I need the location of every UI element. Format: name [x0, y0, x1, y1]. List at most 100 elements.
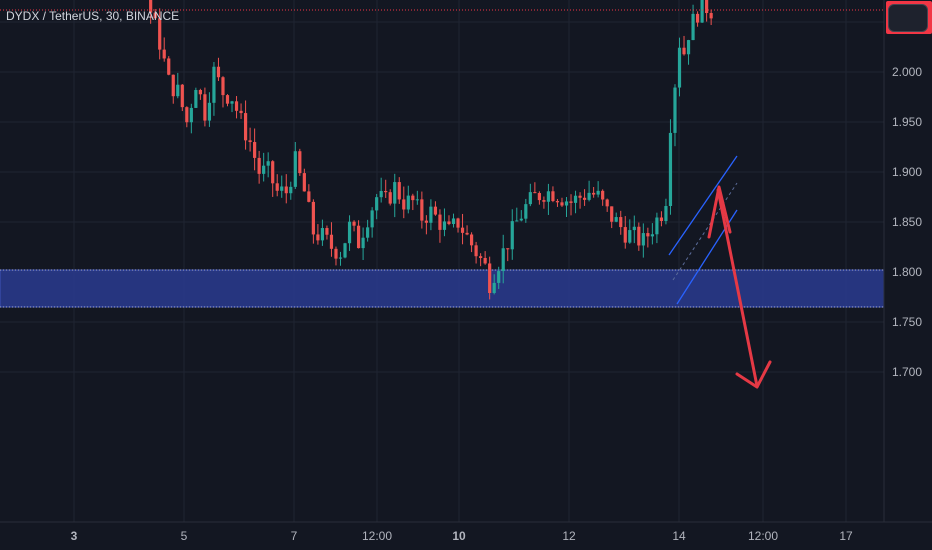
candle-body: [271, 161, 275, 184]
candle: [338, 251, 343, 266]
candle: [528, 183, 532, 207]
candle-body: [280, 186, 284, 191]
candle: [632, 215, 636, 244]
x-tick-label: 14: [672, 529, 686, 543]
candle: [533, 182, 537, 194]
up-arrow: [707, 185, 732, 239]
candle-body: [610, 206, 614, 222]
candle-body: [433, 206, 438, 215]
candle-body: [216, 66, 221, 78]
candle: [465, 225, 469, 236]
candle-body: [289, 186, 293, 194]
candle-body: [700, 0, 704, 23]
candle: [266, 152, 270, 178]
candle-body: [515, 220, 519, 222]
candle-body: [406, 195, 410, 210]
candle: [537, 191, 541, 205]
candle: [248, 127, 252, 152]
candle-body: [582, 197, 587, 200]
candle: [524, 198, 528, 223]
y-tick-label: 1.850: [892, 215, 922, 229]
candle-body: [194, 89, 198, 108]
candle: [614, 212, 618, 223]
candle: [221, 76, 225, 108]
candle: [393, 173, 397, 218]
candle-body: [302, 173, 306, 192]
candle-body: [655, 217, 659, 235]
candle: [316, 224, 320, 245]
candle: [388, 189, 392, 206]
candle: [442, 208, 447, 237]
candle: [479, 253, 483, 267]
candle: [501, 234, 505, 284]
candle: [271, 160, 275, 197]
candle: [262, 152, 266, 182]
candle: [356, 220, 361, 249]
candle: [411, 193, 415, 211]
candle: [167, 56, 171, 76]
candle-body: [293, 151, 297, 187]
candle: [334, 246, 338, 266]
candle: [510, 209, 514, 260]
candle-body: [673, 87, 677, 133]
candle-body: [397, 182, 401, 200]
candle-body: [239, 110, 243, 114]
x-tick-label: 7: [291, 529, 298, 543]
channel-mid-line: [672, 182, 738, 281]
candle: [650, 223, 654, 245]
candle-body: [469, 234, 474, 246]
candle: [149, 0, 153, 24]
down-arrow-head: [735, 360, 772, 389]
candle-body: [370, 210, 374, 228]
candle: [619, 210, 623, 235]
candle: [709, 9, 713, 26]
candle-body: [682, 47, 686, 55]
candle: [311, 199, 315, 244]
candle-body: [275, 183, 279, 191]
candle: [243, 100, 248, 150]
support-zone: [0, 269, 885, 308]
candle-body: [243, 113, 248, 141]
candle-body: [592, 192, 596, 195]
candle-body: [257, 157, 261, 174]
candle-body: [185, 107, 189, 123]
candle-body: [664, 206, 668, 221]
candle-body: [338, 257, 343, 259]
candle-body: [632, 226, 636, 231]
candle: [460, 213, 465, 245]
candle: [659, 211, 664, 227]
candle: [601, 189, 605, 206]
candle-body: [347, 221, 352, 244]
candle: [664, 198, 668, 225]
candle-body: [375, 197, 379, 211]
candle: [596, 181, 600, 198]
candle: [483, 251, 487, 265]
candle: [695, 11, 700, 27]
candle-body: [601, 190, 605, 200]
candle-body: [162, 49, 166, 59]
candle-body: [528, 192, 532, 205]
candle-body: [510, 221, 514, 250]
chart-menu-button[interactable]: [888, 4, 928, 32]
candle: [592, 186, 596, 198]
candle-body: [465, 232, 469, 235]
candle: [366, 219, 370, 242]
candle: [456, 217, 460, 233]
candle: [307, 184, 311, 203]
candle-body: [546, 191, 551, 202]
candle-body: [420, 199, 424, 221]
candle-body: [659, 217, 664, 221]
candle: [284, 174, 288, 204]
x-tick-label: 5: [181, 529, 188, 543]
candle: [153, 8, 157, 19]
candle: [686, 39, 691, 65]
candle-body: [334, 248, 338, 259]
candle: [239, 103, 243, 119]
x-tick-label: 12: [562, 529, 576, 543]
candle: [429, 199, 433, 231]
candle-body: [198, 89, 202, 95]
candle-body: [180, 84, 184, 108]
